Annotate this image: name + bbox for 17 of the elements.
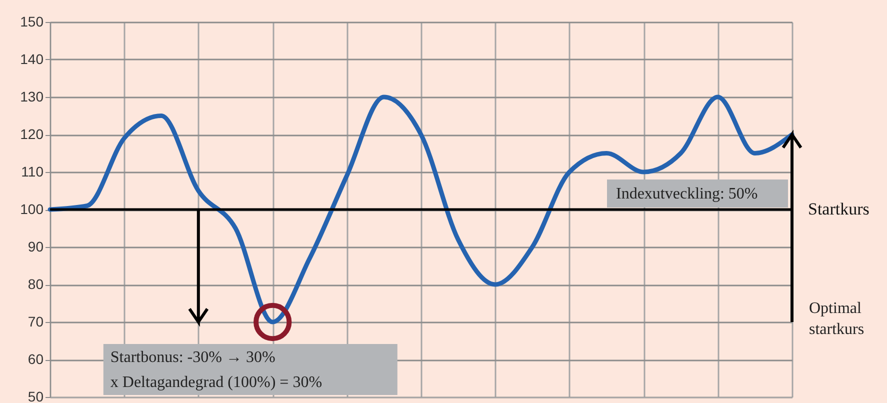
y-tick-label: 120 — [20, 126, 44, 142]
annotation: Indexutveckling: 50% — [616, 186, 758, 202]
y-tick-label: 140 — [20, 51, 44, 67]
text: Optimal startkurs — [809, 300, 864, 338]
annotation: Startbonus: -30% → 30% — [110, 349, 276, 366]
annotation: x Deltagandegrad (100%) = 30% — [110, 374, 322, 391]
y-tick-label: 60 — [28, 351, 44, 367]
y-tick-label: 150 — [20, 14, 44, 30]
y-tick-label: 50 — [28, 388, 44, 403]
y-tick-label: 110 — [21, 164, 44, 180]
y-tick-label: 70 — [28, 314, 44, 330]
line-series — [48, 94, 794, 324]
y-tick-label: 90 — [28, 238, 44, 254]
y-tick-label: 80 — [28, 276, 44, 292]
ref-line-label: Startkurs — [808, 200, 870, 218]
y-tick-label: 130 — [20, 88, 44, 104]
y-tick-label: 100 — [20, 201, 44, 217]
